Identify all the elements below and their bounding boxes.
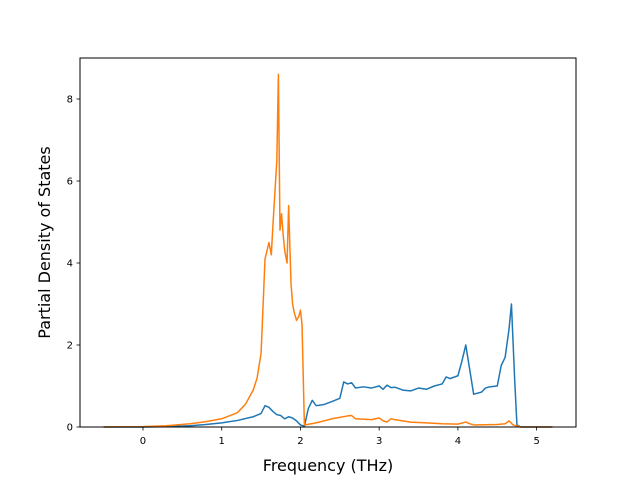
x-tick-label: 5 — [533, 436, 539, 447]
series-layer — [103, 73, 553, 428]
x-tick-label: 1 — [219, 436, 225, 447]
x-tick-label: 3 — [376, 436, 382, 447]
axes-frame — [79, 57, 577, 428]
x-tick-label: 4 — [455, 436, 461, 447]
x-axis-ticks: 0 1 2 3 4 5 — [140, 427, 540, 447]
y-tick-label: 8 — [67, 95, 73, 106]
y-tick-label: 0 — [67, 423, 73, 434]
y-tick-label: 2 — [67, 341, 73, 352]
series-line-1 — [103, 303, 553, 428]
y-axis-ticks: 0 2 4 6 8 — [67, 95, 80, 434]
x-tick-label: 2 — [297, 436, 303, 447]
x-tick-label: 0 — [140, 436, 146, 447]
series-line-2 — [103, 73, 553, 428]
plot-area — [80, 58, 576, 427]
y-axis-label: Partial Density of States — [35, 146, 54, 338]
y-tick-label: 4 — [67, 259, 73, 270]
y-tick-label: 6 — [67, 177, 73, 188]
x-axis-label: Frequency (THz) — [263, 456, 393, 475]
